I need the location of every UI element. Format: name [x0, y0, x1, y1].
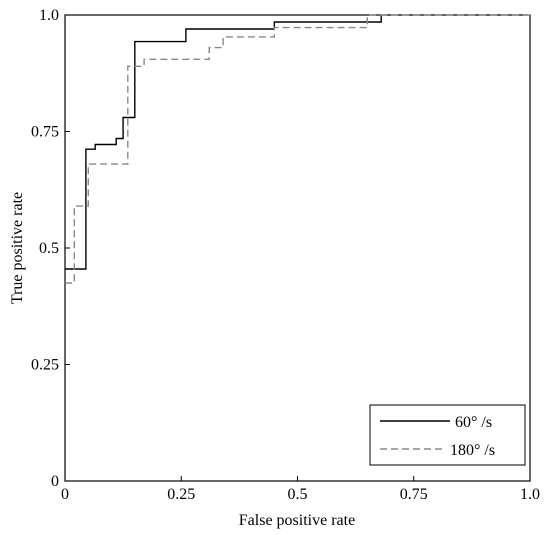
- series-line-60: [65, 15, 382, 270]
- y-tick-label: 0.25: [31, 357, 59, 374]
- y-tick-label: 0: [51, 473, 59, 490]
- y-tick-label: 1.0: [39, 7, 59, 24]
- series-layer: [65, 14, 530, 284]
- series-line-180: [65, 14, 530, 284]
- x-tick-label: 1.0: [520, 486, 540, 503]
- y-axis-title: True positive rate: [9, 192, 26, 304]
- y-tick-label: 0.75: [31, 124, 59, 141]
- legend: 60° /s 180° /s: [369, 404, 526, 466]
- y-axis: 0 0.25 0.5 0.75 1.0: [31, 7, 70, 490]
- x-tick-label: 0.5: [288, 486, 308, 503]
- legend-label-60: 60° /s: [455, 414, 492, 431]
- x-tick-label: 0: [61, 486, 69, 503]
- legend-box: [369, 404, 526, 466]
- x-axis-title: False positive rate: [239, 512, 355, 529]
- legend-label-180: 180° /s: [450, 442, 495, 459]
- x-tick-label: 0.75: [400, 486, 428, 503]
- x-axis: 0 0.25 0.5 0.75 1.0: [61, 476, 540, 503]
- y-tick-label: 0.5: [39, 240, 59, 257]
- x-tick-label: 0.25: [167, 486, 195, 503]
